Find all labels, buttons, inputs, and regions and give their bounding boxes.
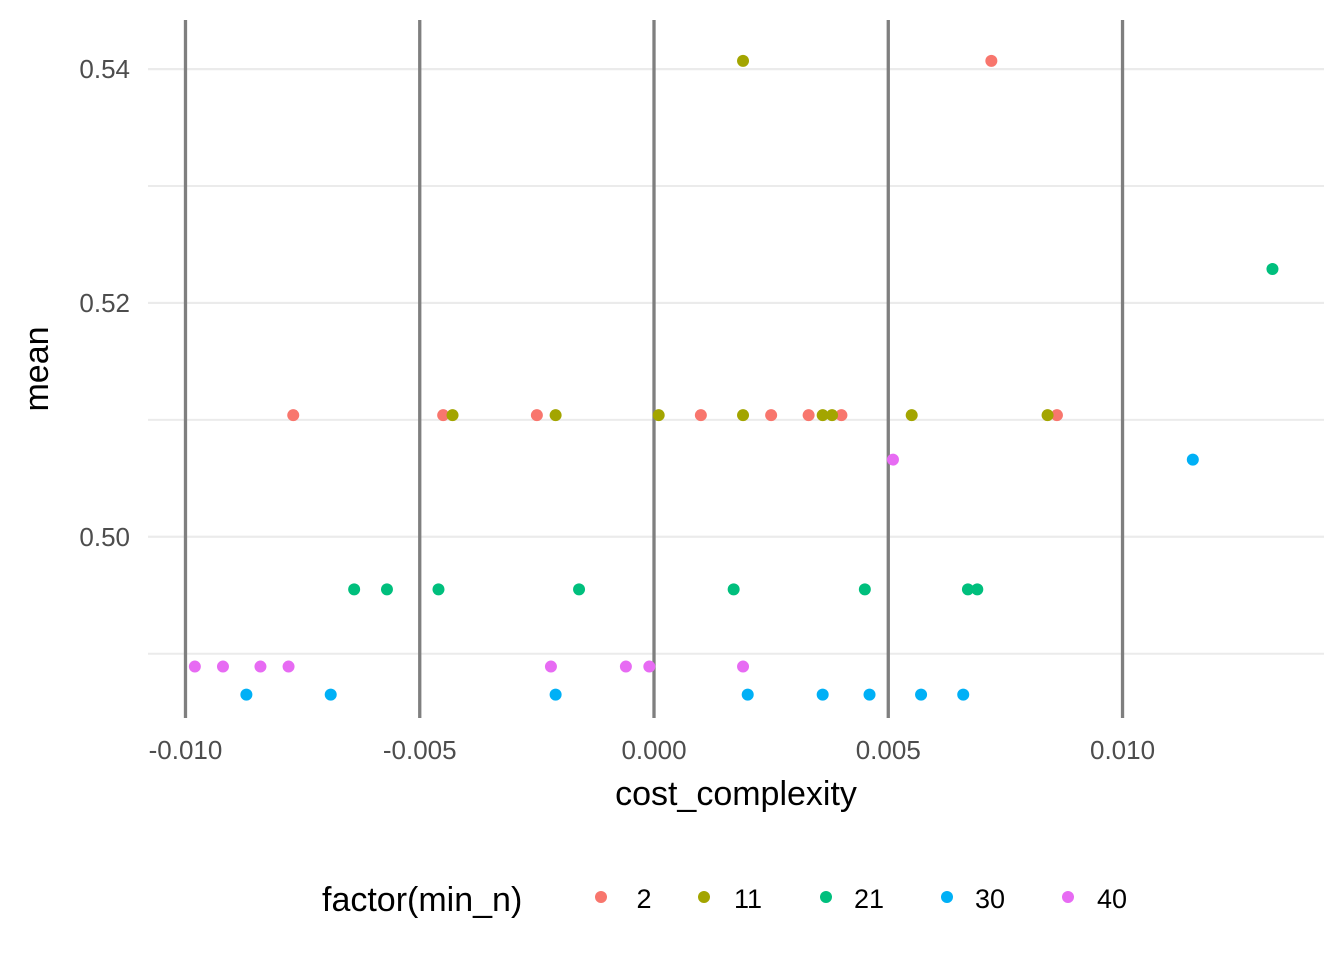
data-point-21 bbox=[858, 583, 871, 596]
legend-label-2: 2 bbox=[636, 884, 651, 914]
data-point-2 bbox=[802, 409, 815, 422]
data-point-11 bbox=[652, 409, 665, 422]
legend-label-21: 21 bbox=[854, 884, 884, 914]
legend-key-21 bbox=[820, 891, 832, 903]
y-tick-label: 0.50 bbox=[79, 522, 130, 552]
data-point-11 bbox=[826, 409, 839, 422]
data-point-21 bbox=[961, 583, 974, 596]
data-point-11 bbox=[816, 409, 829, 422]
data-point-2 bbox=[835, 409, 848, 422]
data-point-30 bbox=[863, 688, 876, 701]
y-axis-title: mean bbox=[18, 326, 56, 411]
legend-key-40 bbox=[1062, 891, 1074, 903]
legend: factor(min_n) 2 11 21 30 40 bbox=[322, 881, 1127, 919]
data-point-40 bbox=[216, 660, 229, 673]
x-axis-title: cost_complexity bbox=[615, 775, 857, 813]
data-point-2 bbox=[985, 54, 998, 67]
y-tick-label: 0.52 bbox=[79, 288, 130, 318]
data-point-2 bbox=[765, 409, 778, 422]
legend-label-30: 30 bbox=[975, 884, 1005, 914]
legend-label-40: 40 bbox=[1097, 884, 1127, 914]
legend-key-11 bbox=[698, 891, 710, 903]
legend-title: factor(min_n) bbox=[322, 881, 522, 919]
x-tick-label: 0.000 bbox=[621, 735, 686, 765]
data-point-40 bbox=[737, 660, 750, 673]
legend-label-11: 11 bbox=[734, 884, 762, 914]
data-point-11 bbox=[905, 409, 918, 422]
data-point-11 bbox=[1041, 409, 1054, 422]
data-point-21 bbox=[573, 583, 586, 596]
y-tick-labels: 0.54 0.52 0.50 bbox=[79, 54, 130, 552]
legend-key-2 bbox=[595, 891, 607, 903]
data-point-30 bbox=[957, 688, 970, 701]
y-tick-label: 0.54 bbox=[79, 54, 130, 84]
data-point-40 bbox=[254, 660, 267, 673]
data-point-2 bbox=[530, 409, 543, 422]
data-point-30 bbox=[549, 688, 562, 701]
data-point-30 bbox=[240, 688, 253, 701]
data-points bbox=[188, 54, 1279, 701]
data-point-30 bbox=[1186, 453, 1199, 466]
data-point-2 bbox=[694, 409, 707, 422]
x-tick-label: 0.010 bbox=[1090, 735, 1155, 765]
data-point-21 bbox=[432, 583, 445, 596]
data-point-40 bbox=[643, 660, 656, 673]
data-point-2 bbox=[1050, 409, 1063, 422]
data-point-21 bbox=[727, 583, 740, 596]
x-tick-labels: -0.010 -0.005 0.000 0.005 0.010 bbox=[149, 735, 1155, 765]
data-point-21 bbox=[1266, 263, 1279, 276]
data-point-40 bbox=[188, 660, 201, 673]
x-tick-label: 0.005 bbox=[856, 735, 921, 765]
x-tick-label: -0.010 bbox=[149, 735, 223, 765]
data-point-30 bbox=[915, 688, 928, 701]
data-point-40 bbox=[544, 660, 557, 673]
data-point-30 bbox=[324, 688, 337, 701]
data-point-2 bbox=[437, 409, 450, 422]
reference-lines bbox=[183, 20, 1125, 718]
data-point-11 bbox=[737, 54, 750, 67]
data-point-11 bbox=[446, 409, 459, 422]
x-tick-label: -0.005 bbox=[383, 735, 457, 765]
data-point-30 bbox=[741, 688, 754, 701]
data-point-11 bbox=[737, 409, 750, 422]
data-point-40 bbox=[282, 660, 295, 673]
data-point-40 bbox=[886, 453, 899, 466]
data-point-2 bbox=[287, 409, 300, 422]
data-point-11 bbox=[549, 409, 562, 422]
data-point-21 bbox=[348, 583, 361, 596]
data-point-21 bbox=[971, 583, 984, 596]
data-point-30 bbox=[816, 688, 829, 701]
legend-key-30 bbox=[941, 891, 953, 903]
data-point-21 bbox=[380, 583, 393, 596]
data-point-40 bbox=[619, 660, 632, 673]
grid-layer bbox=[148, 68, 1324, 655]
